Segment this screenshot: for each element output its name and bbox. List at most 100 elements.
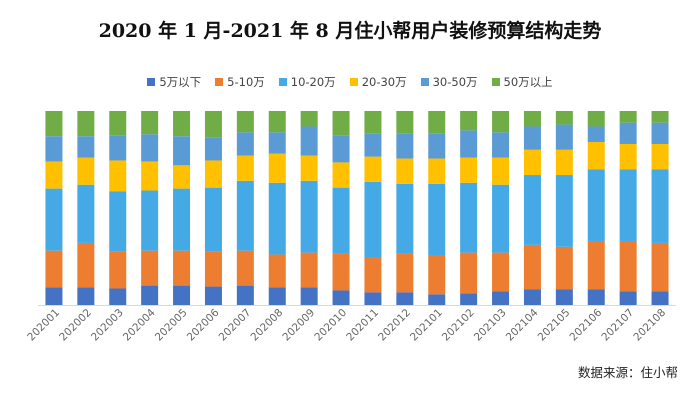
legend-label: 50万以上 bbox=[503, 75, 553, 89]
bar-segment bbox=[523, 111, 541, 127]
legend-swatch bbox=[420, 78, 429, 86]
bar-segment bbox=[173, 188, 191, 251]
bar-segment bbox=[77, 111, 95, 137]
bar-segment bbox=[555, 246, 573, 290]
bar-segment bbox=[268, 153, 286, 183]
bar-segment bbox=[141, 111, 159, 135]
bar-segment bbox=[300, 126, 318, 156]
bar-segment bbox=[587, 142, 605, 170]
bar-segment bbox=[45, 250, 63, 288]
legend-item: 50万以上 bbox=[491, 74, 553, 90]
bar-segment bbox=[204, 160, 222, 188]
bar-segment bbox=[364, 292, 382, 305]
x-tick-label: 202107 bbox=[599, 307, 636, 344]
bar-segment bbox=[268, 132, 286, 154]
bar-segment bbox=[141, 134, 159, 162]
bar-segment bbox=[619, 111, 637, 123]
bar-segment bbox=[428, 158, 446, 184]
bar-segment bbox=[460, 157, 478, 183]
bar-segment bbox=[555, 124, 573, 150]
legend-item: 30-50万 bbox=[420, 74, 478, 90]
bar-segment bbox=[268, 287, 286, 305]
bar-segment bbox=[587, 169, 605, 241]
bar-segment bbox=[141, 285, 159, 305]
bar-segment bbox=[460, 182, 478, 253]
bar-segment bbox=[236, 180, 254, 251]
bar-segment bbox=[236, 132, 254, 156]
bar-segment bbox=[109, 135, 127, 161]
bar-segment bbox=[77, 184, 95, 243]
x-tick-label: 202012 bbox=[376, 307, 413, 344]
x-tick-label: 202003 bbox=[89, 307, 126, 344]
legend-item: 5-10万 bbox=[215, 74, 265, 90]
bar-segment bbox=[651, 111, 669, 123]
bar-segment bbox=[300, 155, 318, 181]
bar-segment bbox=[332, 290, 350, 305]
x-tick-label: 202005 bbox=[153, 307, 190, 344]
bar-segment bbox=[45, 111, 63, 137]
bar-segment bbox=[619, 291, 637, 305]
chart-legend: 5万以下 5-10万 10-20万 20-30万 30-50万 50万以上 bbox=[0, 74, 700, 90]
bar-segment bbox=[396, 133, 414, 159]
x-tick-label: 202009 bbox=[280, 307, 317, 344]
bar-segment bbox=[268, 182, 286, 255]
bar-segment bbox=[204, 251, 222, 287]
bar-segment bbox=[332, 162, 350, 188]
bar-segment bbox=[523, 244, 541, 290]
bar-segment bbox=[300, 111, 318, 127]
bar-segment bbox=[428, 294, 446, 305]
x-tick-label: 202002 bbox=[57, 307, 94, 344]
bar-segment bbox=[45, 136, 63, 162]
bar-segment bbox=[332, 187, 350, 254]
bar-segment bbox=[236, 250, 254, 286]
bar-segment bbox=[45, 161, 63, 189]
bar-segment bbox=[364, 133, 382, 157]
x-tick-label: 202104 bbox=[504, 306, 541, 343]
bar-segment bbox=[587, 289, 605, 305]
bar-segment bbox=[77, 287, 95, 305]
bar-segment bbox=[492, 291, 510, 305]
bar-segment bbox=[173, 250, 191, 286]
bar-segment bbox=[619, 143, 637, 170]
legend-item: 20-30万 bbox=[349, 74, 407, 90]
bar-segment bbox=[492, 157, 510, 185]
bar-segment bbox=[460, 293, 478, 305]
legend-label: 10-20万 bbox=[290, 75, 336, 89]
bar-segment bbox=[332, 135, 350, 163]
bar-segment bbox=[45, 287, 63, 305]
bar-segment bbox=[236, 285, 254, 305]
bar-segment bbox=[109, 191, 127, 252]
bar-segment bbox=[109, 111, 127, 136]
bar-segment bbox=[109, 288, 127, 305]
x-tick-label: 202004 bbox=[121, 306, 158, 343]
bar-segment bbox=[268, 111, 286, 133]
x-tick-label: 202011 bbox=[344, 307, 381, 344]
bar-segment bbox=[651, 143, 669, 170]
bar-segment bbox=[77, 136, 95, 158]
x-tick-label: 202106 bbox=[568, 306, 605, 343]
bar-segment bbox=[45, 188, 63, 251]
bar-segment bbox=[204, 137, 222, 161]
bar-segment bbox=[523, 126, 541, 150]
bar-segment bbox=[492, 132, 510, 158]
bar-segment bbox=[651, 122, 669, 144]
bar-segment bbox=[492, 111, 510, 133]
bar-segment bbox=[204, 286, 222, 305]
bar-segment bbox=[364, 156, 382, 182]
bar-segment bbox=[141, 161, 159, 191]
bar-segment bbox=[364, 257, 382, 293]
bar-segment bbox=[523, 175, 541, 245]
legend-swatch bbox=[215, 78, 224, 86]
x-tick-label: 202108 bbox=[631, 307, 668, 344]
bar-segment bbox=[428, 255, 446, 295]
x-tick-label: 202008 bbox=[249, 307, 286, 344]
x-tick-label: 202101 bbox=[408, 307, 445, 344]
bar-segment bbox=[236, 155, 254, 181]
bar-segment bbox=[300, 180, 318, 253]
x-tick-label: 202102 bbox=[440, 307, 477, 344]
bar-segment bbox=[651, 291, 669, 305]
data-source-note: 数据来源：住小帮 bbox=[577, 365, 678, 380]
bar-segment bbox=[300, 252, 318, 288]
bar-segment bbox=[587, 240, 605, 290]
